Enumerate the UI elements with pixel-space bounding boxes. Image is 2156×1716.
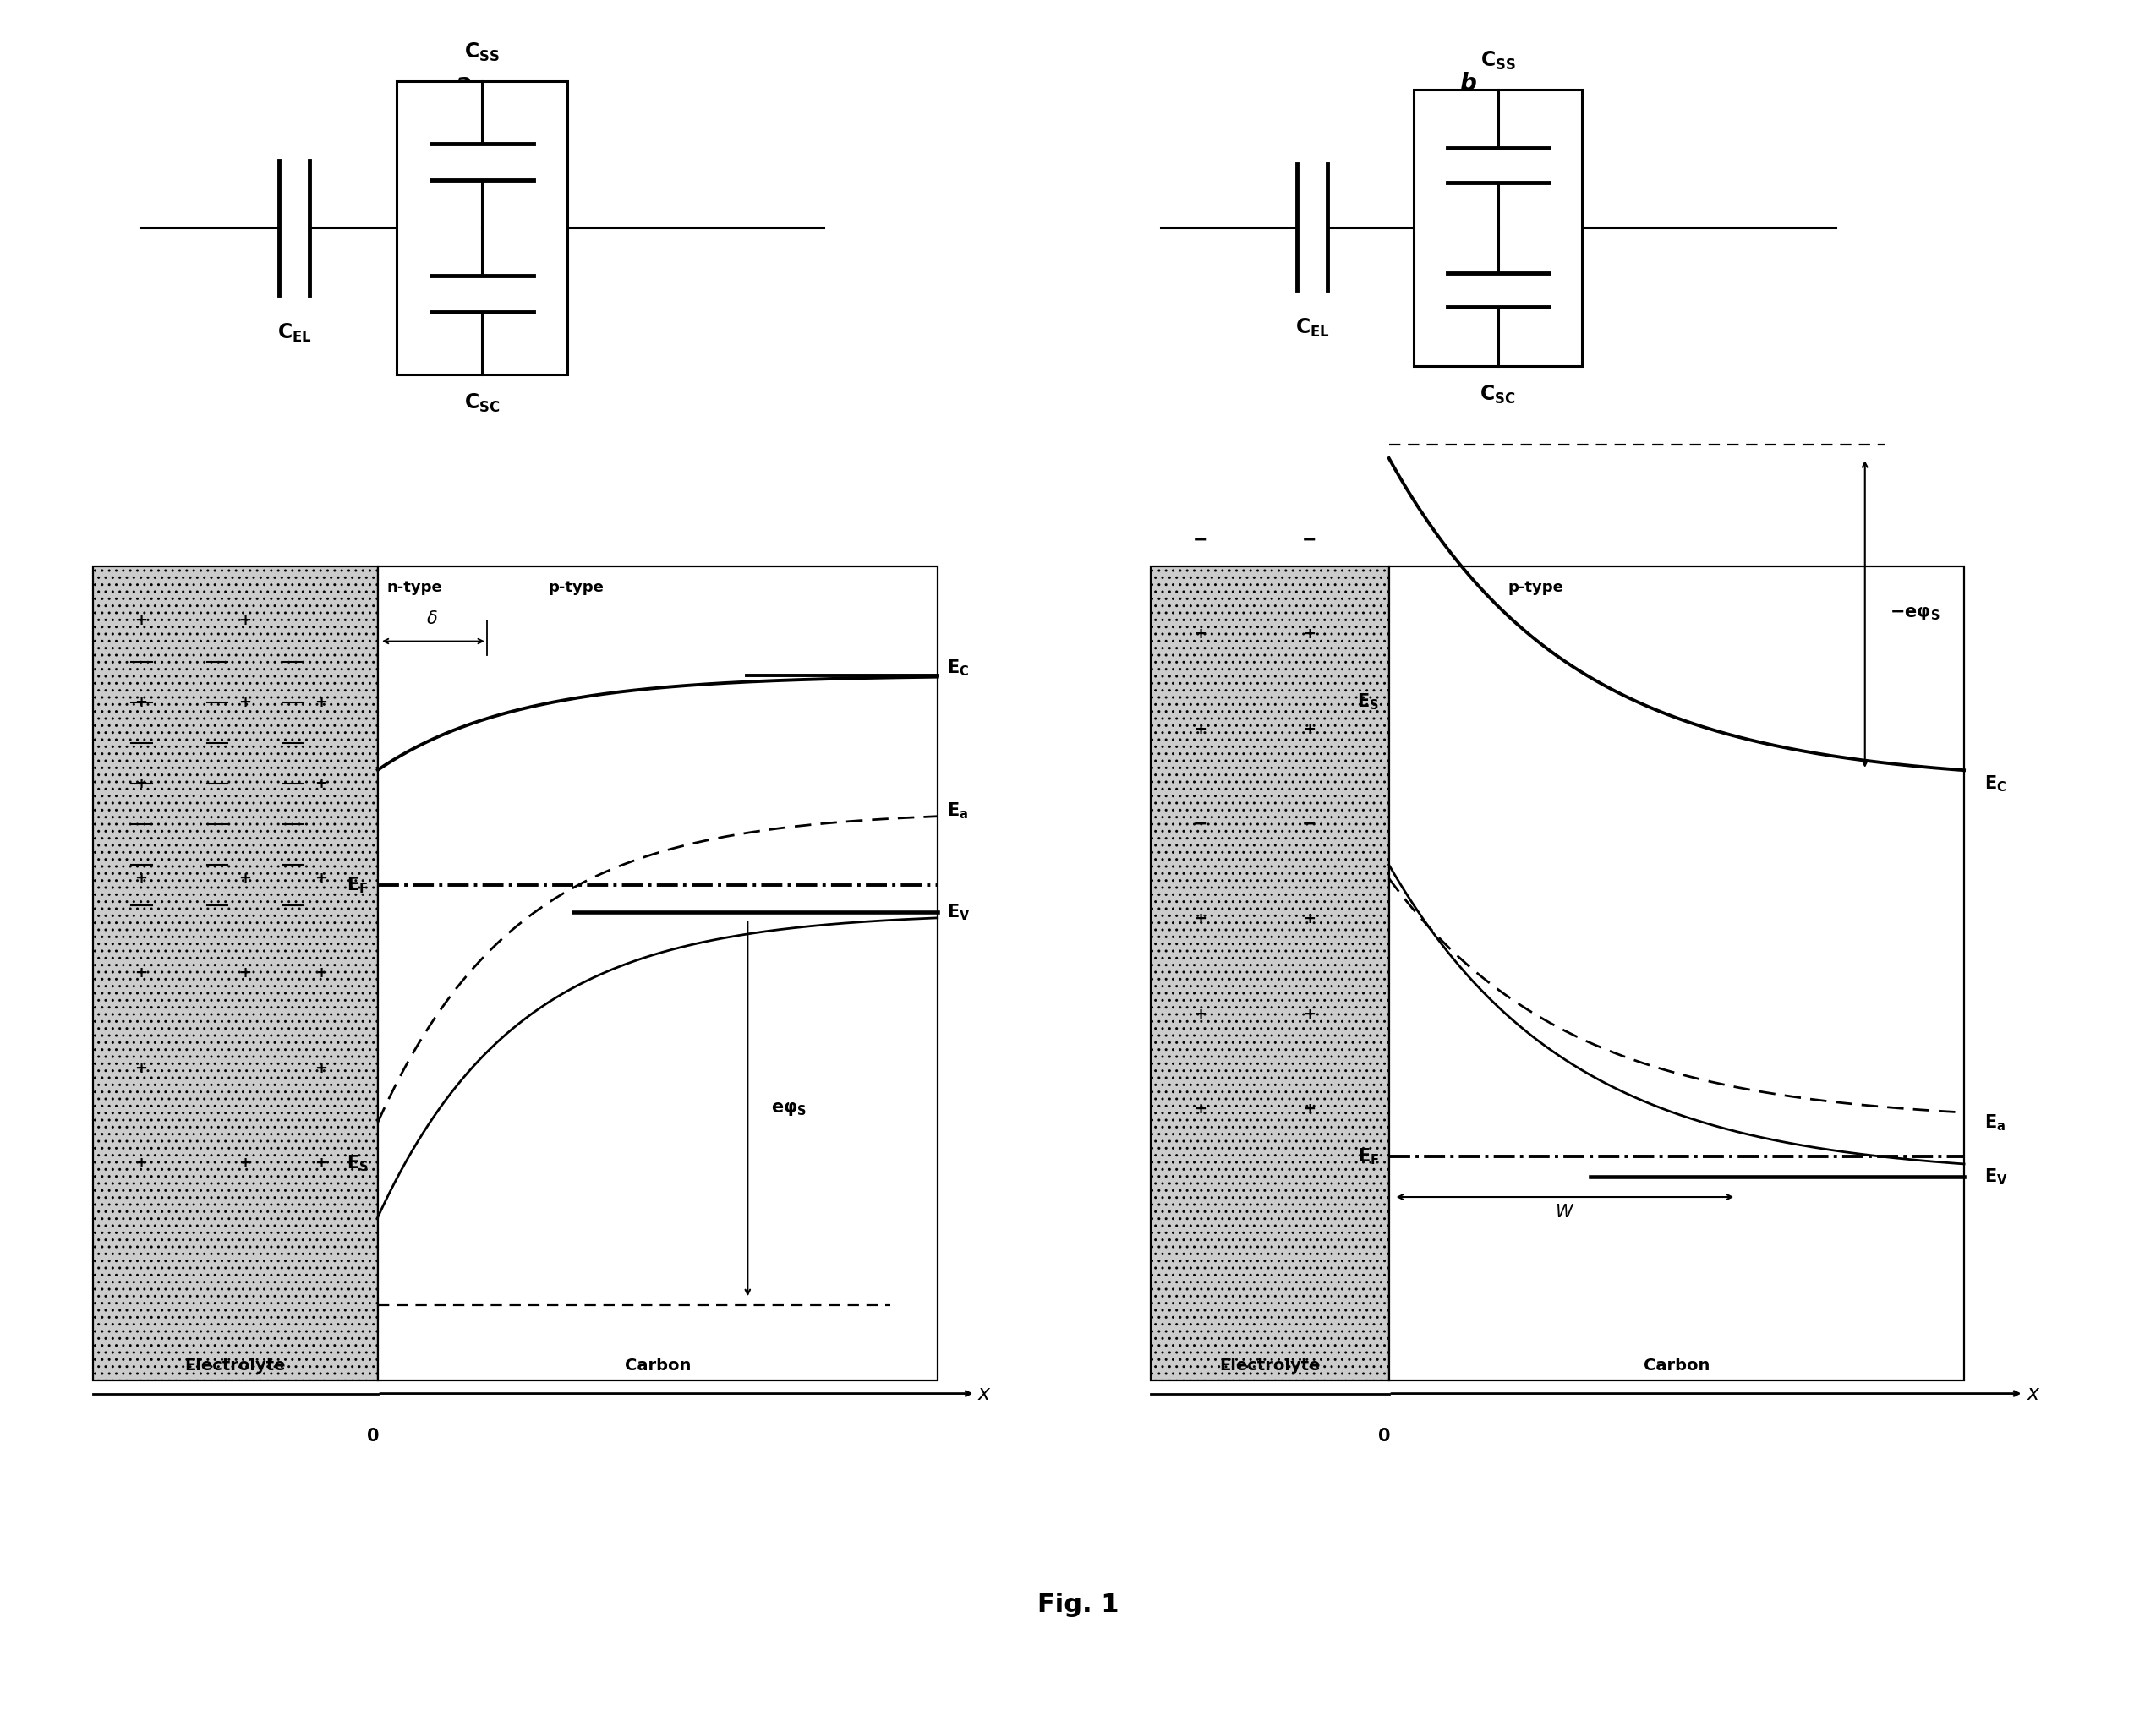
Bar (1414, 89, 1583, 366)
Text: Electrolyte: Electrolyte (185, 1357, 287, 1373)
Text: $\mathbf{E_S}$: $\mathbf{E_S}$ (347, 1153, 369, 1174)
Text: +: + (315, 870, 328, 885)
Text: $\mathit{x}$: $\mathit{x}$ (979, 1383, 992, 1404)
Text: −: − (1302, 815, 1317, 832)
Text: +: + (1302, 722, 1315, 736)
Text: $\mathbf{E_V}$: $\mathbf{E_V}$ (946, 903, 970, 921)
Text: +: + (315, 776, 328, 791)
Text: +: + (134, 776, 147, 791)
Text: +: + (239, 966, 252, 982)
Text: +: + (239, 613, 252, 628)
Text: b: b (1460, 72, 1477, 96)
Text: +: + (1194, 626, 1207, 642)
Text: $\mathbf{C_{SS}}$: $\mathbf{C_{SS}}$ (1481, 50, 1516, 72)
Text: $\delta$: $\delta$ (427, 611, 438, 628)
Bar (1151, 566, 1388, 1380)
Text: $\mathbf{C_{SC}}$: $\mathbf{C_{SC}}$ (1479, 383, 1516, 405)
Text: +: + (134, 1155, 147, 1170)
Bar (93, 566, 377, 1380)
Text: $\mathbf{C_{SC}}$: $\mathbf{C_{SC}}$ (464, 393, 500, 415)
Text: Fig. 1: Fig. 1 (1037, 1592, 1119, 1616)
Text: $\mathbf{C_{EL}}$: $\mathbf{C_{EL}}$ (276, 321, 313, 343)
Text: +: + (1194, 722, 1207, 736)
Text: n-type: n-type (388, 580, 442, 595)
Bar (1388, 566, 1964, 1380)
Text: +: + (1302, 1006, 1315, 1021)
Text: +: + (1302, 911, 1315, 927)
Text: 0: 0 (367, 1428, 379, 1445)
Text: +: + (239, 1155, 252, 1170)
Text: p-type: p-type (1507, 580, 1563, 595)
Text: $\mathbf{E_V}$: $\mathbf{E_V}$ (1984, 1167, 2007, 1187)
Text: $\mathbf{E_C}$: $\mathbf{E_C}$ (1984, 774, 2007, 793)
Text: +: + (134, 613, 147, 628)
Text: +: + (134, 1060, 147, 1076)
Text: Carbon: Carbon (625, 1357, 690, 1373)
Text: $\mathbf{E_a}$: $\mathbf{E_a}$ (1984, 1112, 2005, 1133)
Bar (377, 566, 938, 1380)
Text: +: + (134, 695, 147, 710)
Text: $\mathit{W}$: $\mathit{W}$ (1554, 1205, 1574, 1220)
Text: $\mathbf{E_a}$: $\mathbf{E_a}$ (946, 801, 968, 820)
Text: +: + (1302, 1102, 1315, 1117)
Text: $\mathbf{E_F}$: $\mathbf{E_F}$ (1358, 1146, 1380, 1167)
Text: $\mathbf{-e\varphi_S}$: $\mathbf{-e\varphi_S}$ (1889, 606, 1940, 623)
Text: +: + (315, 1155, 328, 1170)
Text: p-type: p-type (548, 580, 604, 595)
Text: $\mathbf{C_{SS}}$: $\mathbf{C_{SS}}$ (464, 41, 500, 63)
Text: +: + (1194, 1102, 1207, 1117)
Text: +: + (239, 870, 252, 885)
Text: $\mathbf{E_F}$: $\mathbf{E_F}$ (347, 875, 369, 896)
Text: +: + (1302, 626, 1315, 642)
Bar (397, 81, 567, 374)
Text: Electrolyte: Electrolyte (1220, 1357, 1319, 1373)
Text: +: + (1194, 911, 1207, 927)
Text: −: − (1192, 815, 1207, 832)
Text: 0: 0 (1378, 1428, 1391, 1445)
Text: +: + (134, 870, 147, 885)
Text: a: a (455, 72, 470, 96)
Text: $\mathbf{C_{EL}}$: $\mathbf{C_{EL}}$ (1296, 316, 1330, 338)
Text: +: + (1194, 1006, 1207, 1021)
Text: +: + (134, 966, 147, 982)
Text: +: + (315, 1060, 328, 1076)
Text: $\mathit{x}$: $\mathit{x}$ (2027, 1383, 2040, 1404)
Text: +: + (239, 695, 252, 710)
Text: +: + (315, 966, 328, 982)
Text: +: + (315, 695, 328, 710)
Text: −: − (1192, 530, 1207, 547)
Text: −: − (1302, 530, 1317, 547)
Text: $\mathbf{E_S}$: $\mathbf{E_S}$ (1356, 692, 1380, 712)
Text: $\mathbf{E_C}$: $\mathbf{E_C}$ (946, 659, 970, 678)
Text: Carbon: Carbon (1643, 1357, 1710, 1373)
Text: $\mathbf{e\varphi_S}$: $\mathbf{e\varphi_S}$ (772, 1100, 806, 1117)
